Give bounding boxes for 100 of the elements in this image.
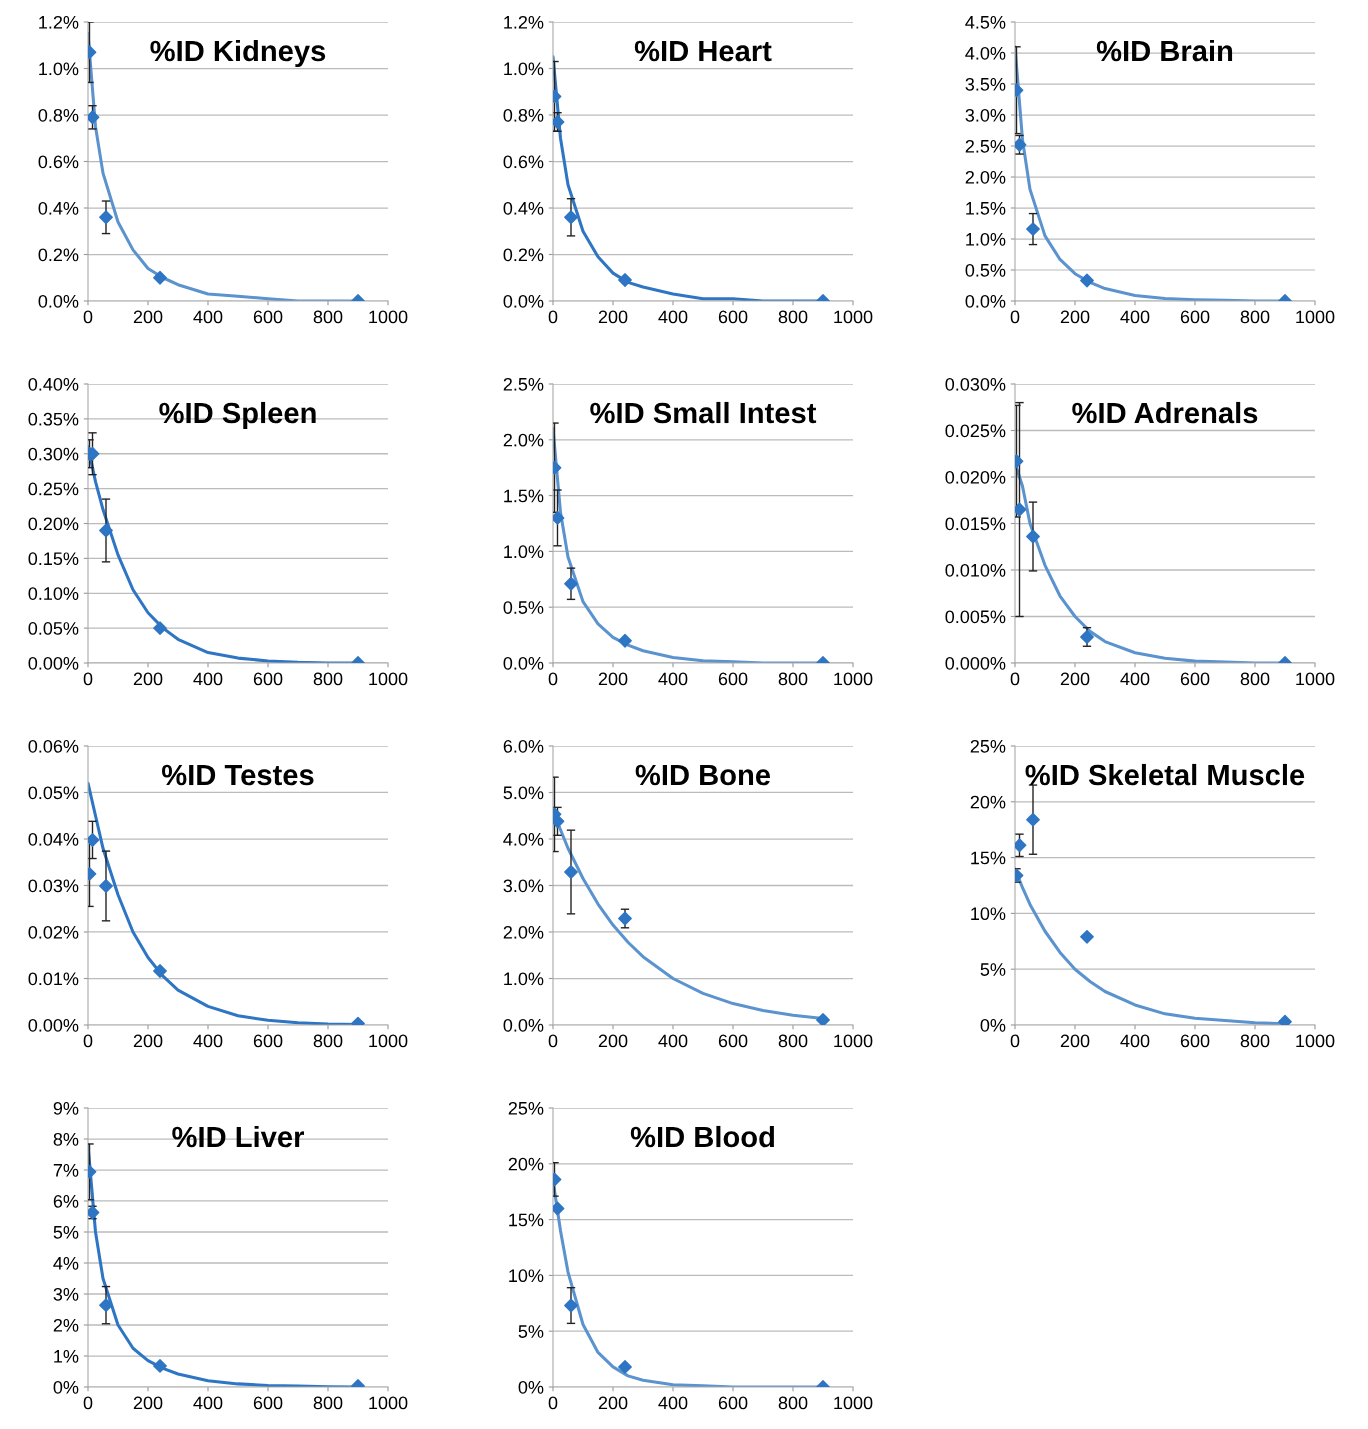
x-tick-label: 600 [1180,310,1210,324]
y-tick-label: 4.5% [965,16,1006,29]
x-tick-label: 400 [658,310,688,324]
y-tick-label: 0.10% [28,587,79,600]
y-tick-label: 0.025% [945,424,1006,438]
x-tick-label: 600 [1180,1034,1210,1048]
x-tick-label: 0 [548,1396,558,1410]
x-tick-label: 200 [598,1034,628,1048]
x-tick-label: 1000 [1296,672,1335,686]
x-tick-label: 200 [133,1396,163,1410]
y-tick-label: 0.0% [38,294,79,308]
x-tick-label: 200 [598,310,628,324]
y-tick-label: 0.000% [945,656,1006,670]
y-tick-label: 0.030% [945,377,1006,391]
x-tick-label: 800 [778,672,808,686]
y-tick-label: 0.8% [503,108,544,122]
y-tick-label: 5% [53,1226,79,1239]
x-tick-label: 400 [193,310,223,324]
chart-title: %ID Adrenals [1072,401,1258,424]
y-tick-label: 6.0% [503,739,544,753]
x-tick-label: 200 [598,672,628,686]
y-tick-label: 0.5% [965,263,1006,277]
y-tick-label: 4.0% [965,46,1006,60]
y-tick-label: 2.5% [965,139,1006,153]
y-tick-label: 0% [980,1018,1006,1032]
y-tick-label: 0.00% [28,1018,79,1032]
y-tick-label: 6% [53,1194,79,1208]
y-tick-label: 0.6% [38,155,79,169]
y-tick-label: 0.30% [28,447,79,461]
x-tick-label: 0 [548,1034,558,1048]
x-tick-label: 800 [778,1034,808,1048]
y-tick-label: 4% [53,1257,79,1270]
y-tick-label: 0.2% [503,248,544,262]
x-tick-label: 600 [718,310,748,324]
y-tick-label: 0.4% [503,201,544,215]
y-tick-label: 25% [970,739,1006,753]
y-tick-label: 0.00% [28,656,79,670]
y-tick-label: 2.0% [503,925,544,939]
x-tick-label: 0 [1010,672,1020,686]
x-tick-label: 400 [658,1034,688,1048]
y-tick-label: 10% [971,907,1006,921]
y-tick-label: 0.15% [28,552,79,566]
y-tick-label: 0.2% [38,248,79,262]
x-tick-label: 600 [718,1396,748,1410]
y-tick-label: 0.0% [503,656,544,670]
y-tick-label: 3.0% [965,108,1006,122]
y-tick-label: 25% [508,1101,544,1115]
x-tick-label: 600 [253,310,283,324]
y-tick-label: 2.0% [965,170,1006,184]
x-tick-label: 200 [133,672,163,686]
chart-title: %ID Bone [635,764,771,786]
x-tick-label: 1000 [834,1396,873,1410]
y-tick-label: 5.0% [503,786,544,800]
x-tick-label: 400 [1120,672,1150,686]
x-tick-label: 0 [548,672,558,686]
y-tick-label: 3.0% [503,879,544,893]
y-tick-label: 1.0% [504,62,544,76]
y-tick-label: 2% [53,1318,79,1332]
y-tick-label: 0.05% [28,622,79,635]
y-tick-label: 0.03% [28,879,79,893]
x-tick-label: 200 [133,1034,163,1048]
y-tick-label: 8% [53,1132,79,1146]
y-tick-label: 5% [980,963,1006,976]
chart-title: %ID Blood [630,1125,774,1148]
x-tick-label: 800 [1240,310,1270,324]
y-tick-label: 0.01% [28,972,79,986]
y-tick-label: 1.0% [504,545,544,559]
x-tick-label: 0 [83,310,93,324]
x-tick-label: 0 [83,672,93,686]
y-tick-label: 1.5% [966,202,1006,215]
x-tick-label: 400 [193,1396,223,1410]
y-tick-label: 0.02% [28,925,79,939]
x-tick-label: 800 [778,1396,808,1410]
y-tick-label: 0.40% [28,377,79,391]
x-tick-label: 400 [193,1034,223,1048]
x-tick-label: 600 [718,1034,748,1048]
x-tick-label: 1000 [369,672,408,686]
y-tick-label: 1.2% [39,15,79,29]
x-tick-label: 800 [1240,1034,1270,1048]
x-tick-label: 1000 [834,672,873,686]
x-tick-label: 800 [313,310,343,324]
y-tick-label: 15% [509,1213,544,1227]
y-tick-label: 0.20% [28,517,79,531]
x-tick-label: 0 [1010,310,1020,324]
x-tick-label: 1000 [369,1396,408,1410]
chart-title: %ID Liver [172,1125,305,1148]
x-tick-label: 1000 [834,310,873,324]
x-tick-label: 200 [133,310,163,324]
x-tick-label: 1000 [1296,1034,1335,1048]
y-tick-label: 1.0% [966,232,1006,246]
x-tick-label: 200 [1060,672,1090,686]
y-tick-label: 1.0% [39,62,79,76]
y-tick-label: 10% [509,1269,544,1283]
y-tick-label: 0.04% [28,832,79,846]
x-tick-label: 800 [313,1396,343,1410]
x-tick-label: 200 [598,1396,628,1410]
x-tick-label: 1000 [369,1034,408,1048]
y-tick-label: 1% [54,1350,79,1363]
chart-title: %ID Skeletal Muscle [1025,763,1305,786]
y-tick-label: 7% [53,1164,79,1177]
